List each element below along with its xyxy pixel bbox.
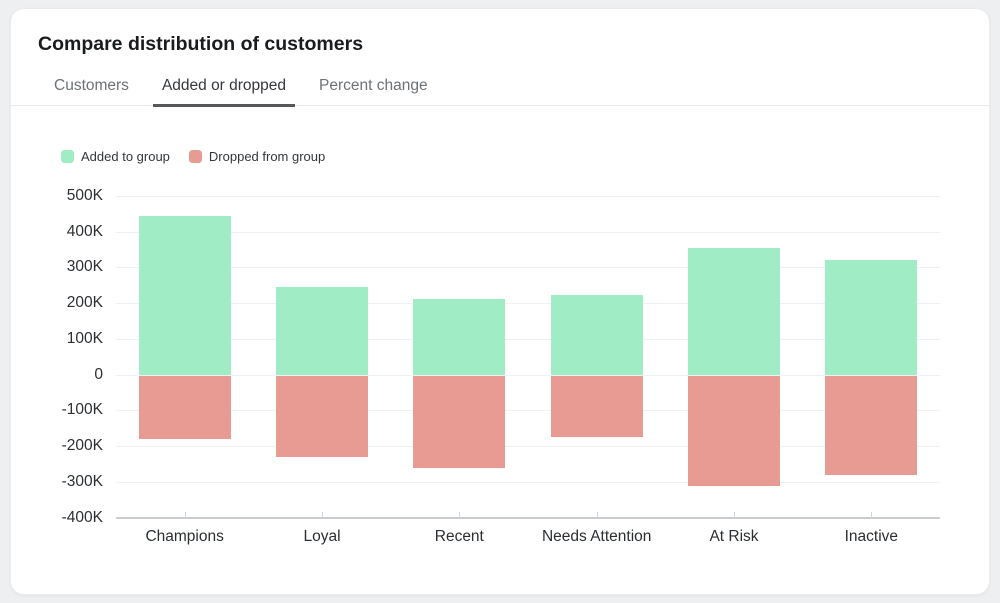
- bar-dropped-needs-attention[interactable]: [550, 375, 643, 438]
- tab-added-or-dropped[interactable]: Added or dropped: [152, 69, 296, 107]
- x-axis-label-loyal: Loyal: [303, 527, 341, 545]
- y-axis-label-500k: 500K: [66, 187, 103, 204]
- x-axis-tick-champions: [184, 511, 186, 518]
- x-axis-label-champions: Champions: [145, 527, 224, 545]
- grid-line-500k: [116, 196, 940, 197]
- legend-label-dropped: Dropped from group: [208, 149, 326, 164]
- grid-line-100k: [116, 338, 940, 340]
- tab-customers[interactable]: Customers: [54, 77, 129, 94]
- page-title: Compare distribution of customers: [38, 33, 364, 55]
- y-axis-label--300k: -300K: [61, 472, 103, 490]
- y-axis-label-100k: 100K: [66, 329, 103, 347]
- bar-added-loyal[interactable]: [276, 287, 368, 375]
- grid-line-400k: [116, 231, 940, 233]
- x-axis-tick-recent: [459, 511, 461, 518]
- y-axis-label--200k: -200K: [61, 437, 103, 455]
- bar-dropped-recent[interactable]: [413, 375, 506, 469]
- bar-chart: 500K 400K 300K 200K 100K 0 -100K -200K -300K -400…: [11, 9, 989, 594]
- x-axis-tick-needs-attention: [596, 511, 598, 518]
- x-axis-label-at-risk: At Risk: [709, 527, 759, 545]
- legend-item-added[interactable]: Added to group: [61, 149, 170, 164]
- x-axis-line: [116, 516, 940, 519]
- bar-added-champions[interactable]: [138, 215, 231, 375]
- tab-bar: Customers Added or dropped Percent chang…: [45, 69, 437, 107]
- y-axis-label-200k: 200K: [66, 294, 103, 312]
- x-axis-tick-inactive: [871, 511, 873, 518]
- y-axis-label-400k: 400K: [66, 222, 103, 240]
- bar-dropped-inactive[interactable]: [825, 375, 918, 475]
- bar-added-inactive[interactable]: [825, 259, 918, 375]
- bar-added-recent[interactable]: [413, 298, 506, 375]
- tabs-divider: [11, 105, 989, 106]
- bar-dropped-loyal[interactable]: [276, 375, 368, 457]
- legend-item-dropped[interactable]: Dropped from group: [188, 149, 326, 164]
- x-axis-tick-loyal: [322, 511, 323, 518]
- grid-line--100k: [116, 410, 940, 412]
- dropped-from-group-swatch-icon: [188, 150, 202, 163]
- y-axis-label--100k: -100K: [61, 401, 103, 419]
- tab-percent-change[interactable]: Percent change: [319, 77, 428, 94]
- y-axis-label-300k: 300K: [66, 258, 103, 276]
- y-axis-label--400k: -400K: [61, 508, 103, 526]
- y-axis-label-0: 0: [94, 365, 103, 383]
- grid-line--200k: [116, 446, 940, 448]
- grid-line-0: [116, 374, 940, 376]
- chart-card: Compare distribution of customers Custom…: [10, 8, 990, 595]
- legend-label-added: Added to group: [81, 149, 170, 164]
- x-axis-label-recent: Recent: [434, 527, 484, 545]
- grid-line--300k: [116, 481, 940, 483]
- x-axis-label-needs-attention: Needs Attention: [541, 527, 652, 545]
- bar-dropped-at-risk[interactable]: [688, 375, 780, 487]
- chart-legend: Added to group Dropped from group: [61, 149, 325, 164]
- x-axis-tick-at-risk: [734, 511, 735, 518]
- added-to-group-swatch-icon: [61, 150, 74, 163]
- x-axis-label-inactive: Inactive: [844, 527, 899, 545]
- grid-line-300k: [116, 267, 940, 269]
- bar-added-at-risk[interactable]: [688, 247, 780, 375]
- bar-dropped-champions[interactable]: [138, 375, 231, 439]
- grid-line-200k: [116, 303, 940, 305]
- bar-added-needs-attention[interactable]: [550, 294, 643, 375]
